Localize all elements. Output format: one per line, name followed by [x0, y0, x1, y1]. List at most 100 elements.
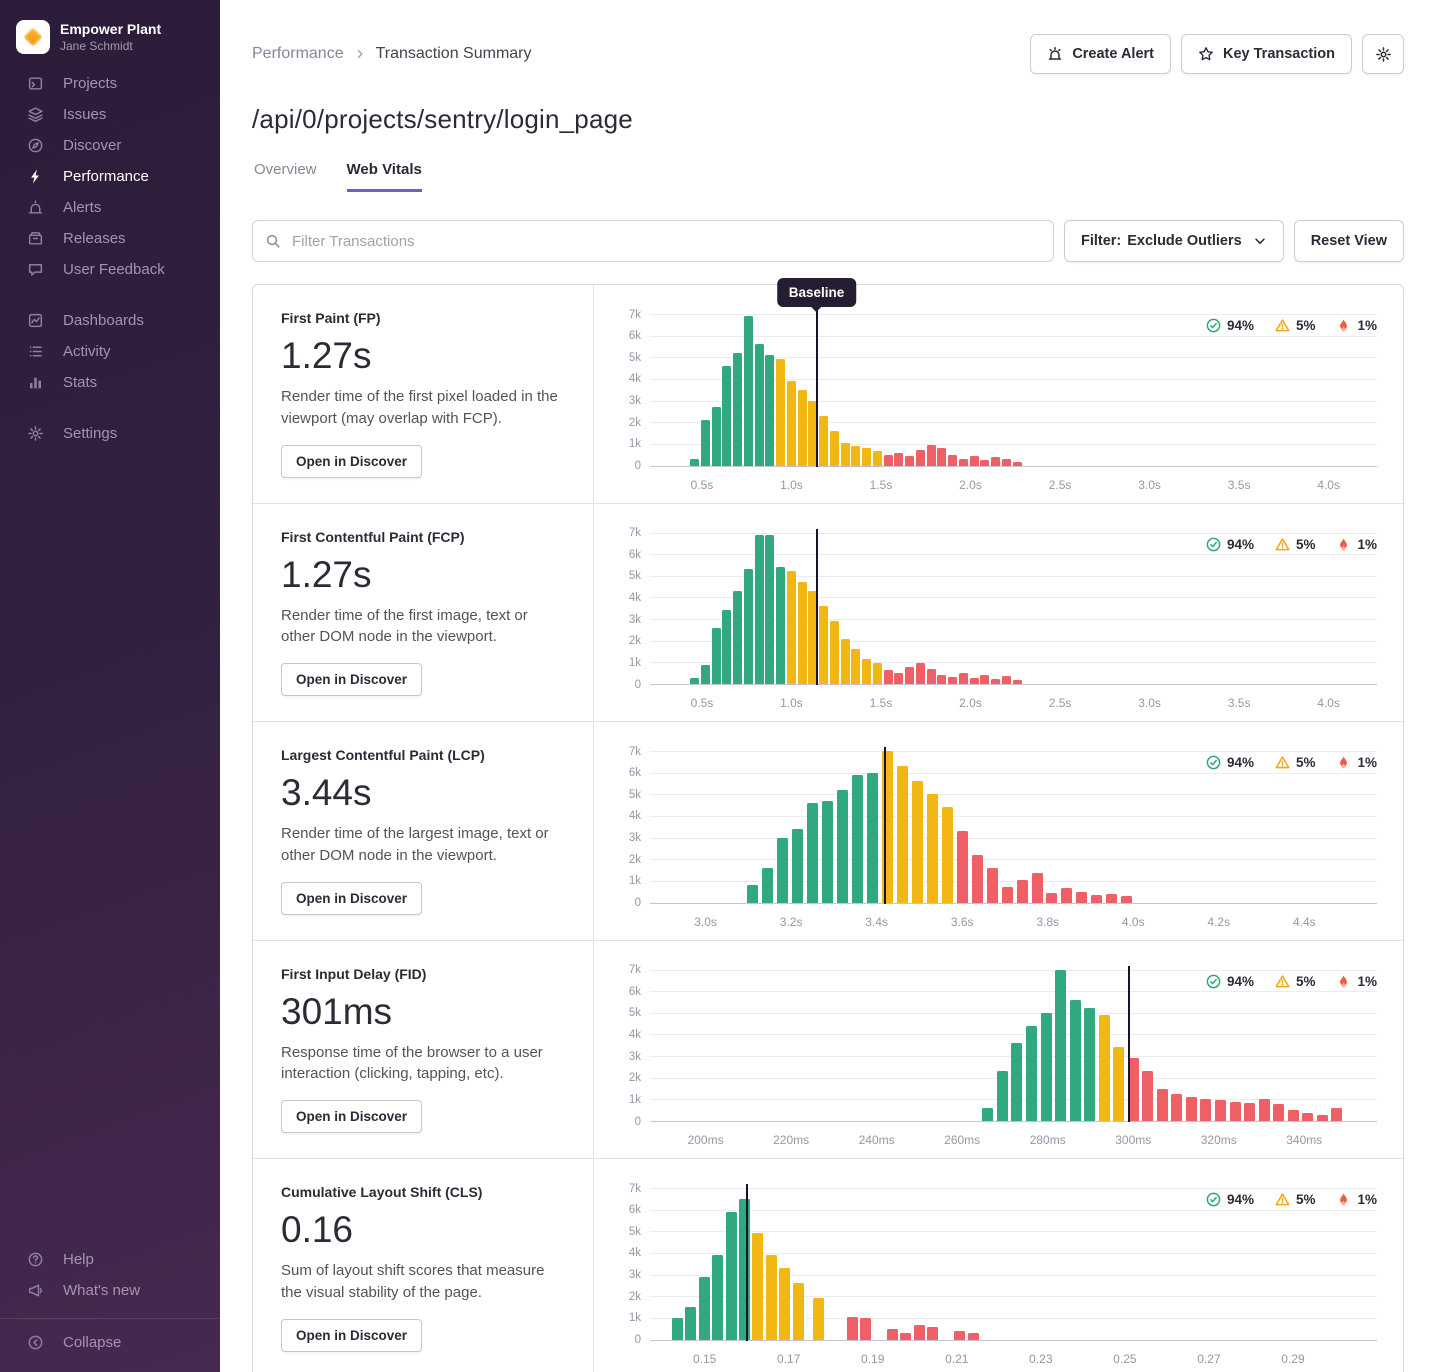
chart-plot: 0 1k 2k 3k 4k 5k 6k 7k 3.0s 3.2s 3.4s 3.6s 3.8s 4.0s 4…	[629, 746, 1377, 929]
histogram-bar	[765, 1255, 777, 1340]
histogram-bar	[819, 606, 829, 684]
y-axis-label: 6k	[628, 1203, 641, 1216]
y-axis-label: 4k	[628, 810, 641, 823]
key-transaction-button[interactable]: Key Transaction	[1180, 34, 1352, 74]
legend-poor-value: 1%	[1357, 973, 1377, 989]
sidebar-item-collapse[interactable]: Collapse	[0, 1327, 220, 1358]
help-icon	[27, 1251, 44, 1268]
sidebar-item-performance[interactable]: Performance	[0, 161, 220, 192]
y-axis-label: 3k	[628, 831, 641, 844]
histogram-bar	[1076, 891, 1088, 903]
vital-row-fp: First Paint (FP) 1.27s Render time of th…	[253, 278, 1403, 504]
open-in-discover-button[interactable]: Open in Discover	[281, 663, 423, 696]
fp-histogram-chart[interactable]: 0 1k 2k 3k 4k 5k 6k 7k 0.5s 1.0s 1.5s 2.0s 2.5s 3.0s 3…	[594, 278, 1403, 503]
filter-transactions-input[interactable]	[252, 220, 1054, 262]
gridline	[650, 1317, 1377, 1319]
create-alert-button[interactable]: Create Alert	[1030, 34, 1171, 74]
open-in-discover-button[interactable]: Open in Discover	[281, 444, 423, 478]
histogram-bar	[986, 867, 998, 903]
search-icon	[265, 233, 281, 254]
open-in-discover-button[interactable]: Open in Discover	[281, 1318, 423, 1352]
histogram-bar	[808, 400, 818, 466]
breadcrumb: Performance Transaction Summary	[252, 45, 532, 63]
x-axis-label: 0.29	[1281, 1351, 1305, 1366]
y-axis-label: 0	[634, 678, 641, 691]
sidebar-item-whats-new[interactable]: What's new	[0, 1275, 220, 1306]
y-axis-label: 2k	[628, 1071, 641, 1084]
sidebar-item-discover[interactable]: Discover	[0, 130, 220, 161]
x-axis-label: 240ms	[858, 1133, 895, 1147]
y-axis-label: 1k	[628, 438, 641, 451]
legend-poor-value: 1%	[1357, 536, 1377, 552]
sidebar-item-releases[interactable]: Releases	[0, 223, 220, 254]
legend-good: 94%	[1206, 1192, 1254, 1207]
x-axis-label: 4.0s	[1121, 914, 1145, 929]
x-axis-label: 0.23	[1029, 1351, 1053, 1366]
lcp-histogram-chart[interactable]: 0 1k 2k 3k 4k 5k 6k 7k 3.0s 3.2s 3.4s 3.6s 3.8s 4.0s 4…	[594, 722, 1403, 940]
x-axis-label: 200ms	[687, 1133, 724, 1147]
x-axis-label: 0.25	[1113, 1351, 1137, 1366]
x-axis-label: 3.5s	[1227, 696, 1251, 710]
sidebar-item-issues[interactable]: Issues	[0, 99, 220, 130]
histogram-bar	[1040, 1012, 1052, 1121]
y-axis-label: 6k	[628, 766, 641, 779]
histogram-bar	[1214, 1100, 1226, 1121]
histogram-bar	[743, 569, 753, 684]
histogram-bar	[786, 571, 796, 684]
sidebar-item-alerts[interactable]: Alerts	[0, 192, 220, 223]
legend-good-value: 94%	[1226, 755, 1254, 770]
sidebar-item-activity[interactable]: Activity	[0, 336, 220, 367]
histogram-bar	[881, 751, 893, 903]
chart-plot: 0 1k 2k 3k 4k 5k 6k 7k 200ms 220ms 240ms 260ms 280ms…	[629, 964, 1377, 1147]
gridline	[650, 1012, 1377, 1014]
gridline	[650, 575, 1377, 577]
sidebar-item-settings[interactable]: Settings	[0, 418, 220, 449]
histogram-bar	[1229, 1101, 1241, 1121]
fid-histogram-chart[interactable]: 0 1k 2k 3k 4k 5k 6k 7k 200ms 220ms 240ms 260ms 280ms…	[594, 941, 1403, 1159]
cls-histogram-chart[interactable]: 0 1k 2k 3k 4k 5k 6k 7k 0.15 0.17 0.19 0.21 0.23 0.25 0…	[594, 1159, 1403, 1372]
histogram-bar	[991, 457, 1001, 466]
sidebar-item-dashboards[interactable]: Dashboards	[0, 305, 220, 336]
sidebar-item-projects[interactable]: Projects	[0, 68, 220, 99]
open-in-discover-button[interactable]: Open in Discover	[281, 1100, 423, 1133]
vital-row-lcp: Largest Contentful Paint (LCP) 3.44s Ren…	[253, 722, 1403, 941]
warning-triangle-icon	[1275, 537, 1290, 552]
settings-button[interactable]	[1362, 34, 1404, 74]
sidebar-item-label: Stats	[63, 374, 98, 391]
reset-view-button[interactable]: Reset View	[1293, 220, 1404, 262]
histogram-bar	[927, 1326, 939, 1340]
histogram-bar	[1012, 461, 1022, 466]
x-axis-label: 320ms	[1200, 1133, 1237, 1147]
legend-poor-value: 1%	[1357, 318, 1377, 333]
fcp-histogram-chart[interactable]: 0 1k 2k 3k 4k 5k 6k 7k 0.5s 1.0s 1.5s 2.0s 2.5s 3.0s 3…	[594, 504, 1403, 722]
histogram-bar	[786, 381, 796, 466]
histogram-bar	[948, 454, 958, 466]
org-switcher[interactable]: Empower Plant Jane Schmidt	[0, 14, 220, 68]
tab-web-vitals[interactable]: Web Vitals	[346, 161, 422, 192]
outliers-filter-dropdown[interactable]: Filter: Exclude Outliers	[1063, 220, 1284, 262]
legend-poor: 1%	[1336, 755, 1377, 770]
histogram-bar	[991, 678, 1001, 684]
tab-overview[interactable]: Overview	[254, 161, 317, 178]
vital-value: 301ms	[281, 990, 393, 1032]
histogram-bar	[1084, 1008, 1096, 1121]
histogram-bar	[954, 1330, 966, 1340]
x-axis-label: 280ms	[1029, 1133, 1066, 1147]
gridline	[650, 1188, 1377, 1189]
histogram-bar	[1001, 887, 1013, 903]
histogram-bar	[1025, 1025, 1037, 1121]
histogram-bar	[1302, 1113, 1314, 1121]
sidebar-item-user-feedback[interactable]: User Feedback	[0, 254, 220, 285]
check-circle-icon	[1206, 318, 1221, 333]
histogram-bar	[894, 673, 904, 684]
tab-bar: Overview Web Vitals	[252, 161, 1404, 192]
breadcrumb-performance[interactable]: Performance	[252, 45, 344, 62]
x-axis-label: 220ms	[773, 1133, 810, 1147]
open-in-discover-button[interactable]: Open in Discover	[281, 881, 423, 915]
sidebar-item-stats[interactable]: Stats	[0, 367, 220, 398]
sidebar-item-help[interactable]: Help	[0, 1244, 220, 1275]
histogram-bar	[1113, 1047, 1125, 1121]
vital-name: First Paint (FP)	[281, 310, 381, 326]
baseline-marker	[1127, 965, 1130, 1122]
baseline-marker	[815, 528, 818, 685]
